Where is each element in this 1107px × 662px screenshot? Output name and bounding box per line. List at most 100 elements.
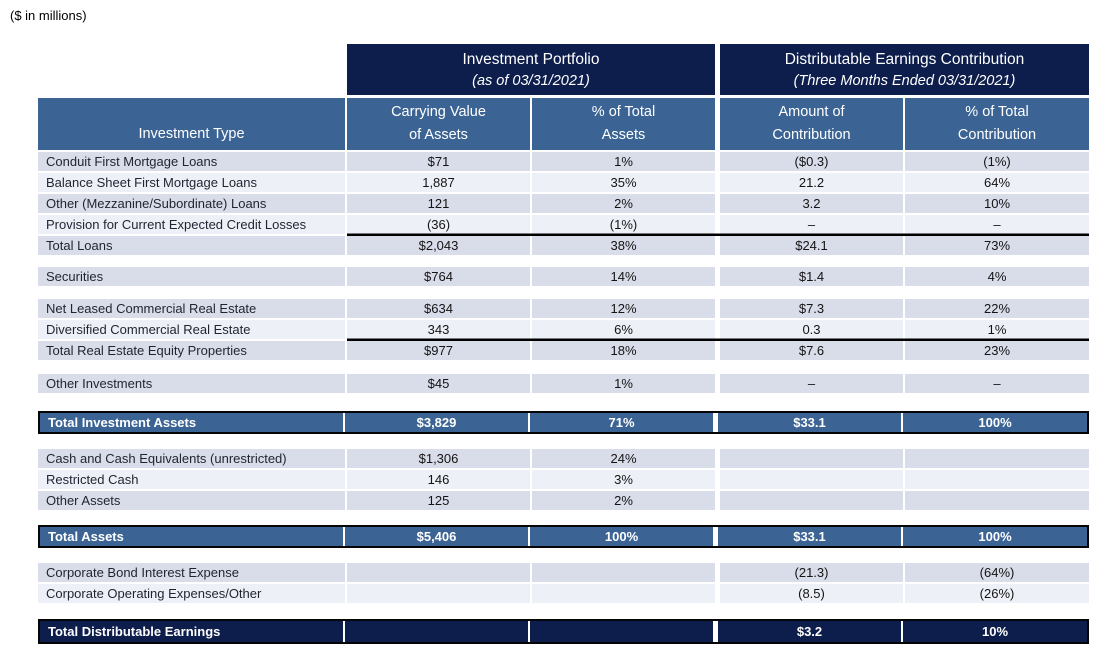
- value-cell: 2%: [532, 491, 715, 510]
- table-row: Provision for Current Expected Credit Lo…: [38, 215, 1089, 234]
- spacer-row: [38, 436, 1089, 449]
- table-row: Corporate Bond Interest Expense (21.3) (64…: [38, 563, 1089, 582]
- group-header-subtitle: (Three Months Ended 03/31/2021): [793, 72, 1016, 89]
- value-cell: 125: [347, 491, 530, 510]
- value-cell: $634: [347, 299, 530, 318]
- value-cell: 10%: [903, 621, 1087, 642]
- group-header-title: Distributable Earnings Contribution: [784, 50, 1025, 68]
- value-cell: $7.3: [720, 299, 903, 318]
- value-cell: 71%: [530, 413, 713, 432]
- value-cell: 3.2: [720, 194, 903, 213]
- row-values: $71 1% ($0.3) (1%): [347, 152, 1089, 171]
- value-cell: (1%): [532, 215, 715, 234]
- value-cell: $33.1: [718, 413, 901, 432]
- row-label: Cash and Cash Equivalents (unrestricted): [38, 449, 345, 468]
- value-cell: 64%: [905, 173, 1089, 192]
- value-cell: $7.6: [720, 341, 903, 360]
- row-values: 125 2%: [347, 491, 1089, 510]
- value-cell: 35%: [532, 173, 715, 192]
- row-values: $3.2 10%: [345, 621, 1087, 642]
- value-cell: 1%: [532, 152, 715, 171]
- value-cell: 14%: [532, 267, 715, 286]
- column-header-pct-total-assets: % of Total Assets: [532, 98, 715, 150]
- value-cell: 23%: [905, 341, 1089, 360]
- value-cell: [532, 563, 715, 582]
- row-values: (36) (1%) – –: [347, 215, 1089, 234]
- value-cell: (21.3): [720, 563, 903, 582]
- row-values: $764 14% $1.4 4%: [347, 267, 1089, 286]
- value-cell: [720, 470, 903, 489]
- table-row: Balance Sheet First Mortgage Loans 1,887 3…: [38, 173, 1089, 192]
- value-cell: $5,406: [345, 527, 528, 546]
- spacer-row: [38, 257, 1089, 267]
- value-cell: 100%: [530, 527, 713, 546]
- value-cell: 343: [347, 320, 530, 339]
- value-cell: 1%: [905, 320, 1089, 339]
- value-cell: $1.4: [720, 267, 903, 286]
- table-body: Conduit First Mortgage Loans $71 1% ($0.3)(…: [38, 152, 1089, 644]
- value-cell: [347, 584, 530, 603]
- row-values: (8.5) (26%): [347, 584, 1089, 603]
- value-cell: $3.2: [718, 621, 901, 642]
- group-header-row: Investment Portfolio (as of 03/31/2021) …: [38, 44, 1089, 95]
- value-cell: $764: [347, 267, 530, 286]
- spacer-row: [38, 288, 1089, 299]
- row-label: Total Investment Assets: [40, 413, 343, 432]
- column-header-line: Assets: [601, 127, 646, 143]
- value-cell: (64%): [905, 563, 1089, 582]
- spacer-row: [38, 550, 1089, 563]
- row-label: Diversified Commercial Real Estate: [38, 320, 345, 339]
- row-label: Corporate Operating Expenses/Other: [38, 584, 345, 603]
- row-label: Balance Sheet First Mortgage Loans: [38, 173, 345, 192]
- value-cell: $977: [347, 341, 530, 360]
- value-cell: –: [720, 374, 903, 393]
- value-cell: $2,043: [347, 236, 530, 255]
- table-row: Total Loans $2,043 38% $24.1 73%: [38, 236, 1089, 255]
- value-cell: 3%: [532, 470, 715, 489]
- row-label: Provision for Current Expected Credit Lo…: [38, 215, 345, 234]
- row-values: $977 18% $7.6 23%: [347, 341, 1089, 360]
- column-header-row: Investment Type Carrying Value of Assets…: [38, 98, 1089, 150]
- row-label: Other (Mezzanine/Subordinate) Loans: [38, 194, 345, 213]
- value-cell: 1,887: [347, 173, 530, 192]
- value-cell: (36): [347, 215, 530, 234]
- column-header-line: of Assets: [409, 127, 468, 143]
- value-cell: [345, 621, 528, 642]
- value-cell: $1,306: [347, 449, 530, 468]
- value-cell: $45: [347, 374, 530, 393]
- value-cell: –: [905, 374, 1089, 393]
- row-values: $2,043 38% $24.1 73%: [347, 236, 1089, 255]
- column-header-line: Contribution: [772, 127, 851, 143]
- value-cell: 121: [347, 194, 530, 213]
- value-cell: (1%): [905, 152, 1089, 171]
- value-cell: 4%: [905, 267, 1089, 286]
- table-row: Total Distributable Earnings $3.2 10%: [38, 619, 1089, 644]
- value-cell: 22%: [905, 299, 1089, 318]
- column-header-line: Contribution: [957, 127, 1037, 143]
- row-label: Net Leased Commercial Real Estate: [38, 299, 345, 318]
- column-header-amount-of-contribution: Amount of Contribution: [720, 98, 903, 150]
- row-label: Restricted Cash: [38, 470, 345, 489]
- table-row: Restricted Cash 146 3%: [38, 470, 1089, 489]
- value-cell: 38%: [532, 236, 715, 255]
- value-cell: $3,829: [345, 413, 528, 432]
- column-header-pct-total-contribution: % of Total Contribution: [905, 98, 1089, 150]
- row-values: $45 1% – –: [347, 374, 1089, 393]
- column-header-line: % of Total: [965, 103, 1029, 120]
- spacer-row: [38, 605, 1089, 619]
- column-header-line: Amount of: [778, 103, 845, 120]
- value-cell: 18%: [532, 341, 715, 360]
- row-values: 121 2% 3.2 10%: [347, 194, 1089, 213]
- units-note: ($ in millions): [10, 8, 87, 23]
- value-cell: $33.1: [718, 527, 901, 546]
- value-cell: [530, 621, 713, 642]
- group-header-title: Investment Portfolio: [462, 50, 600, 68]
- value-cell: 10%: [905, 194, 1089, 213]
- table-row: Other Assets 125 2%: [38, 491, 1089, 510]
- row-label: Conduit First Mortgage Loans: [38, 152, 345, 171]
- value-cell: [905, 470, 1089, 489]
- value-cell: ($0.3): [720, 152, 903, 171]
- table-row: Securities $764 14% $1.4 4%: [38, 267, 1089, 286]
- row-label: Total Assets: [40, 527, 343, 546]
- value-cell: 24%: [532, 449, 715, 468]
